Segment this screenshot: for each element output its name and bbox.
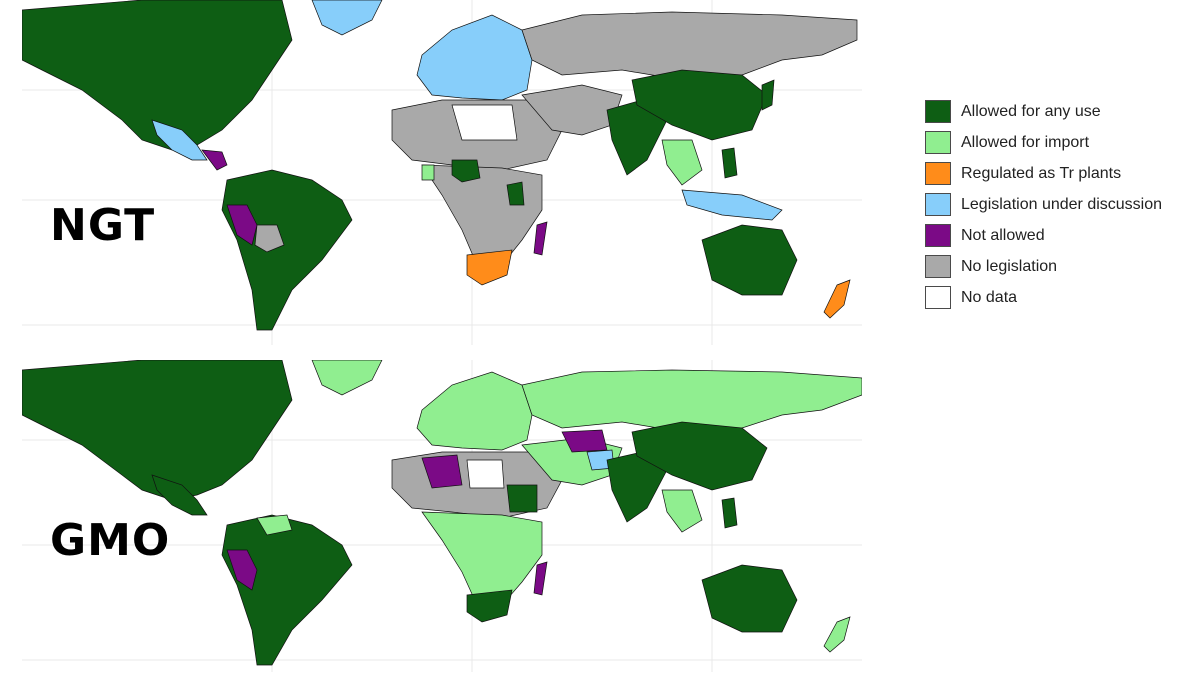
region-peru: [226, 549, 258, 591]
region-southeast-asia: [661, 139, 703, 186]
region-south-africa: [466, 249, 513, 286]
region-new-zealand: [823, 279, 851, 319]
region-libya-egypt: [451, 104, 518, 141]
legend-item-no-legislation: No legislation: [925, 251, 1162, 282]
region-new-zealand: [823, 616, 851, 653]
legend-label: Allowed for import: [961, 133, 1090, 151]
gmo-map-label: GMO: [50, 515, 171, 566]
region-ghana: [421, 164, 435, 181]
region-bolivia: [254, 224, 285, 253]
gmo-world-map: [22, 360, 862, 672]
legend-item-allowed-any-use: Allowed for any use: [925, 96, 1162, 127]
region-central-africa: [421, 164, 543, 266]
region-russia: [521, 11, 858, 81]
legend-item-allowed-for-import: Allowed for import: [925, 127, 1162, 158]
region-algeria: [421, 454, 463, 489]
region-central-america: [201, 149, 228, 171]
legend-label: No legislation: [961, 257, 1058, 275]
region-madagascar: [533, 221, 548, 256]
region-southern-africa: [466, 589, 513, 623]
region-south-america: [221, 169, 353, 331]
region-europe: [416, 371, 533, 451]
region-australia: [701, 564, 798, 633]
legend-label: Not allowed: [961, 226, 1045, 244]
region-philippines: [721, 147, 738, 179]
region-north-america: [22, 360, 293, 501]
region-libya: [466, 459, 505, 489]
legend-label: Regulated as Tr plants: [961, 164, 1122, 182]
region-venezuela: [256, 514, 293, 536]
legend-swatch: [925, 162, 951, 185]
region-kenya: [506, 181, 525, 206]
legend-swatch: [925, 286, 951, 309]
legend-swatch: [925, 224, 951, 247]
region-south-america: [221, 514, 353, 666]
region-russia: [521, 369, 862, 433]
region-central-asia: [561, 429, 608, 453]
legend-label: No data: [961, 288, 1018, 306]
legend-label: Legislation under discussion: [961, 195, 1163, 213]
region-mexico: [151, 474, 208, 516]
region-greenland: [311, 360, 383, 396]
region-australia: [701, 224, 798, 296]
region-mexico: [151, 119, 208, 161]
legend-swatch: [925, 255, 951, 278]
region-central-africa: [421, 511, 543, 606]
region-china: [631, 69, 768, 141]
region-indonesia: [681, 189, 783, 221]
ngt-world-map: [22, 0, 862, 345]
region-europe: [416, 14, 533, 101]
legend-swatch: [925, 131, 951, 154]
legend-item-no-data: No data: [925, 282, 1162, 313]
region-japan: [761, 79, 775, 111]
legend-item-not-allowed: Not allowed: [925, 220, 1162, 251]
region-sudan: [506, 484, 538, 513]
legend-item-legislation-under-discussion: Legislation under discussion: [925, 189, 1162, 220]
region-greenland: [311, 0, 383, 36]
region-china: [631, 421, 768, 491]
region-philippines: [721, 497, 738, 529]
legend-item-regulated-tr-plants: Regulated as Tr plants: [925, 158, 1162, 189]
legend-swatch: [925, 100, 951, 123]
gmo-map-svg: [22, 360, 862, 672]
ngt-map-label: NGT: [50, 200, 156, 251]
region-madagascar: [533, 561, 548, 596]
region-nigeria: [451, 159, 481, 183]
region-southeast-asia: [661, 489, 703, 533]
region-peru: [226, 204, 258, 246]
legend-label: Allowed for any use: [961, 102, 1101, 120]
ngt-map-svg: [22, 0, 862, 345]
map-legend: Allowed for any use Allowed for import R…: [925, 96, 1162, 313]
legend-swatch: [925, 193, 951, 216]
